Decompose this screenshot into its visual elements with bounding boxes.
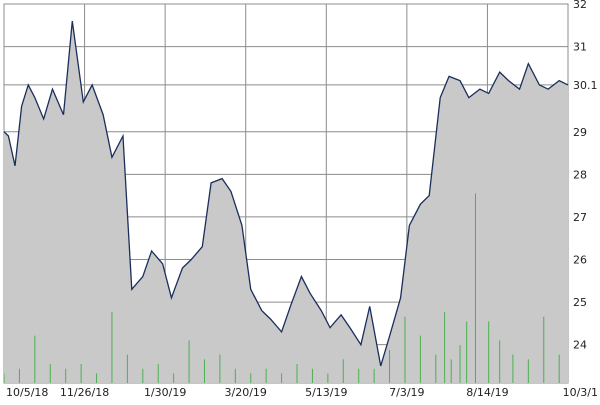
y-tick-label-2: 26 [573, 254, 587, 267]
x-tick-label-7: 10/3/1 [563, 386, 598, 399]
x-tick-label-6: 8/14/19 [466, 386, 508, 399]
y-tick-label-1: 25 [573, 296, 587, 309]
y-tick-labels: 24 25 26 27 28 29 30.1 31 32 [573, 0, 598, 352]
y-tick-label-4: 28 [573, 168, 587, 181]
price-area [4, 21, 568, 383]
y-tick-label-3: 27 [573, 211, 587, 224]
x-tick-label-4: 5/13/19 [305, 386, 347, 399]
y-tick-label-6: 30.1 [573, 79, 598, 92]
y-tick-label-5: 29 [573, 126, 587, 139]
y-tick-label-8: 32 [573, 0, 587, 11]
x-tick-label-3: 3/20/19 [225, 386, 267, 399]
volume-bars-layer [3, 193, 560, 383]
price-area-layer [4, 21, 568, 383]
price-line [3, 20, 569, 367]
price-line-layer [3, 20, 569, 367]
x-tick-label-2: 1/30/19 [144, 386, 186, 399]
y-tick-label-7: 31 [573, 41, 587, 54]
x-tick-label-1: 11/26/18 [60, 386, 109, 399]
x-tick-labels: 10/5/18 11/26/18 1/30/19 3/20/19 5/13/19 7/3/… [6, 386, 598, 399]
x-tick-label-0: 10/5/18 [6, 386, 48, 399]
x-tick-label-5: 7/3/19 [389, 386, 424, 399]
y-tick-label-0: 24 [573, 339, 587, 352]
